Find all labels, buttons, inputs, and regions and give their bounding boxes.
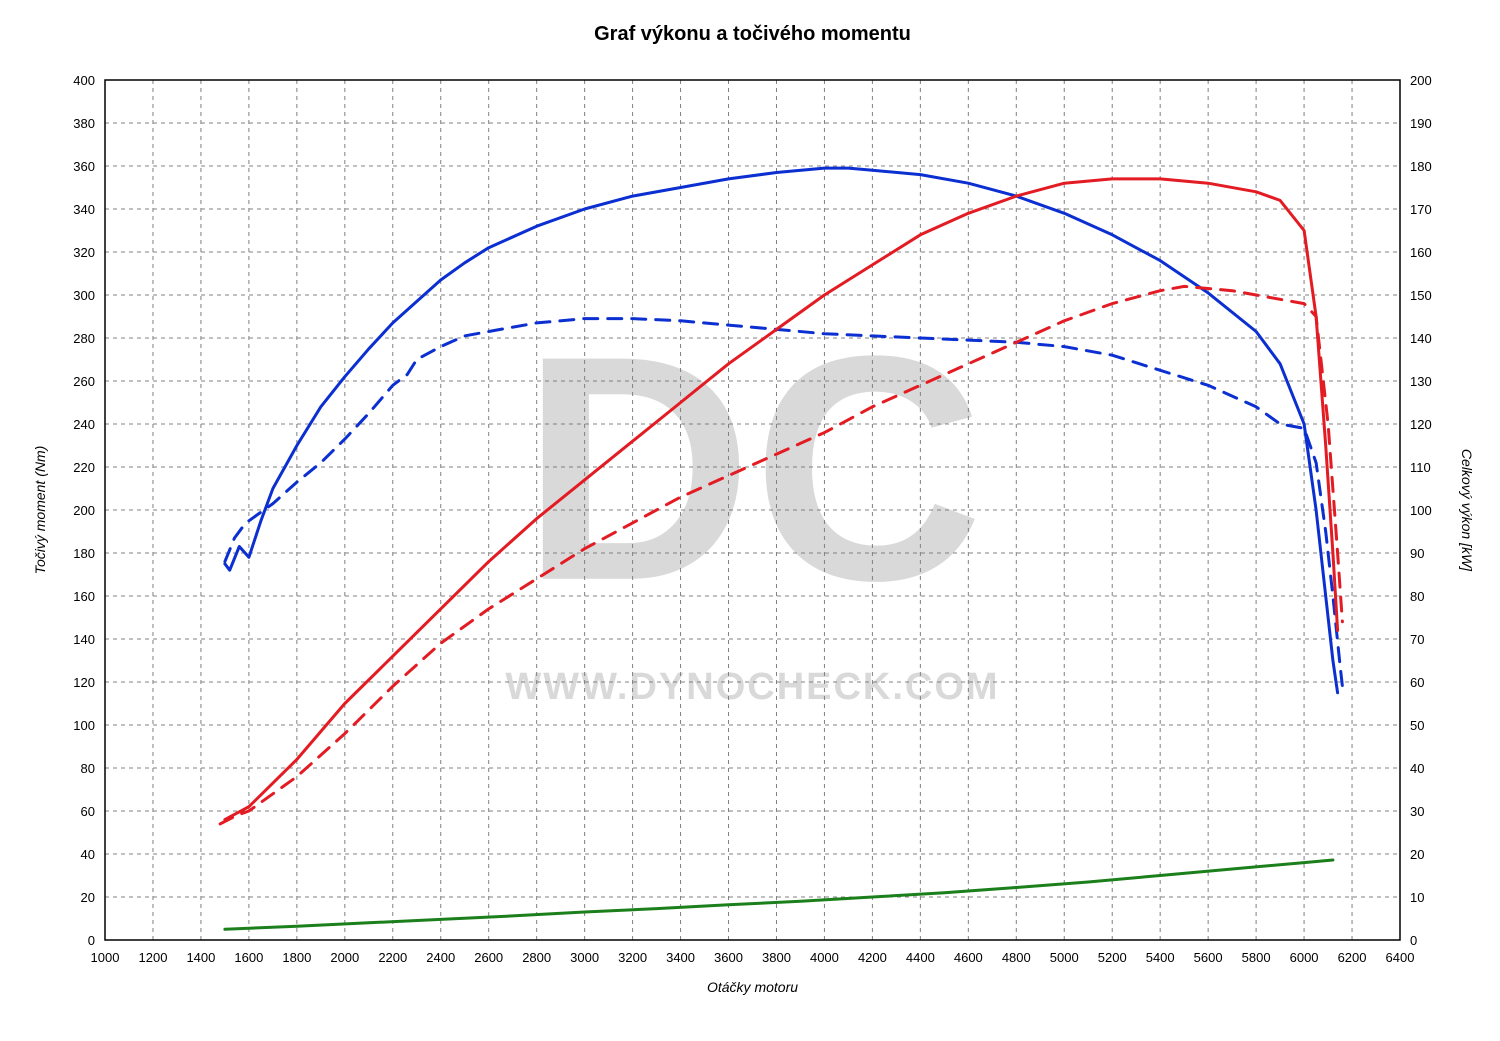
y-left-tick-label: 0 bbox=[88, 933, 95, 948]
y-right-tick-labels: 0 10 20 30 40 50 60 70 80 90 100 110 120 130 140 150 160… bbox=[1410, 73, 1432, 948]
y-left-tick-label: 360 bbox=[73, 159, 95, 174]
x-tick-label: 2400 bbox=[426, 950, 455, 965]
x-tick-label: 6400 bbox=[1386, 950, 1415, 965]
x-tick-label: 6000 bbox=[1290, 950, 1319, 965]
y-right-tick-label: 90 bbox=[1410, 546, 1424, 561]
y-right-tick-label: 140 bbox=[1410, 331, 1432, 346]
x-tick-label: 1400 bbox=[186, 950, 215, 965]
y-left-tick-label: 200 bbox=[73, 503, 95, 518]
y-right-axis-label: Celkový výkon [kW] bbox=[1459, 449, 1475, 572]
x-tick-label: 1800 bbox=[282, 950, 311, 965]
y-right-tick-label: 150 bbox=[1410, 288, 1432, 303]
y-left-tick-label: 160 bbox=[73, 589, 95, 604]
y-right-tick-label: 160 bbox=[1410, 245, 1432, 260]
x-tick-label: 5000 bbox=[1050, 950, 1079, 965]
x-tick-label: 2600 bbox=[474, 950, 503, 965]
y-right-tick-label: 110 bbox=[1410, 460, 1431, 475]
watermark: DC WWW.DYNOCHECK.COM bbox=[505, 289, 999, 708]
y-left-tick-label: 380 bbox=[73, 116, 95, 131]
x-tick-label: 4600 bbox=[954, 950, 983, 965]
y-left-tick-label: 60 bbox=[81, 804, 95, 819]
y-right-tick-label: 60 bbox=[1410, 675, 1424, 690]
y-right-tick-label: 170 bbox=[1410, 202, 1432, 217]
x-tick-label: 4800 bbox=[1002, 950, 1031, 965]
x-tick-label: 1200 bbox=[139, 950, 168, 965]
y-right-tick-label: 20 bbox=[1410, 847, 1424, 862]
y-right-tick-label: 40 bbox=[1410, 761, 1424, 776]
y-right-tick-label: 50 bbox=[1410, 718, 1424, 733]
y-right-tick-label: 130 bbox=[1410, 374, 1432, 389]
y-left-tick-label: 80 bbox=[81, 761, 95, 776]
x-tick-label: 4400 bbox=[906, 950, 935, 965]
watermark-main: DC bbox=[521, 289, 983, 647]
y-left-tick-label: 320 bbox=[73, 245, 95, 260]
y-left-tick-label: 340 bbox=[73, 202, 95, 217]
y-left-tick-labels: 0 20 40 60 80 100 120 140 160 180 200 220 240 260 280 3… bbox=[73, 73, 95, 948]
y-left-tick-label: 400 bbox=[73, 73, 95, 88]
y-left-tick-label: 40 bbox=[81, 847, 95, 862]
y-left-tick-label: 120 bbox=[73, 675, 95, 690]
y-left-tick-label: 180 bbox=[73, 546, 95, 561]
y-right-tick-label: 80 bbox=[1410, 589, 1424, 604]
x-tick-label: 5200 bbox=[1098, 950, 1127, 965]
x-axis-label: Otáčky motoru bbox=[707, 979, 798, 995]
y-left-tick-label: 240 bbox=[73, 417, 95, 432]
x-tick-label: 4200 bbox=[858, 950, 887, 965]
x-tick-label: 4000 bbox=[810, 950, 839, 965]
y-left-tick-label: 280 bbox=[73, 331, 95, 346]
y-right-tick-label: 180 bbox=[1410, 159, 1432, 174]
y-left-tick-label: 220 bbox=[73, 460, 95, 475]
y-right-tick-label: 190 bbox=[1410, 116, 1432, 131]
x-tick-label: 5400 bbox=[1146, 950, 1175, 965]
y-right-tick-label: 30 bbox=[1410, 804, 1424, 819]
y-left-tick-label: 140 bbox=[73, 632, 95, 647]
watermark-url: WWW.DYNOCHECK.COM bbox=[505, 666, 999, 708]
y-right-tick-label: 0 bbox=[1410, 933, 1417, 948]
x-tick-label: 3200 bbox=[618, 950, 647, 965]
x-tick-label: 3400 bbox=[666, 950, 695, 965]
y-left-tick-label: 300 bbox=[73, 288, 95, 303]
y-right-tick-label: 70 bbox=[1410, 632, 1424, 647]
y-right-tick-label: 10 bbox=[1410, 890, 1424, 905]
x-tick-label: 2000 bbox=[330, 950, 359, 965]
x-tick-label: 3000 bbox=[570, 950, 599, 965]
x-tick-label: 1000 bbox=[91, 950, 120, 965]
x-tick-label: 1600 bbox=[234, 950, 263, 965]
x-tick-labels: 1000 1200 1400 1600 1800 2000 2200 2400 2600 2800… bbox=[91, 950, 1415, 965]
y-left-tick-label: 20 bbox=[81, 890, 95, 905]
dyno-chart: Graf výkonu a točivého momentu DC WWW.DY… bbox=[0, 0, 1500, 1041]
x-tick-label: 5600 bbox=[1194, 950, 1223, 965]
x-tick-label: 6200 bbox=[1338, 950, 1367, 965]
x-tick-label: 3600 bbox=[714, 950, 743, 965]
y-right-tick-label: 200 bbox=[1410, 73, 1432, 88]
x-tick-label: 3800 bbox=[762, 950, 791, 965]
chart-title: Graf výkonu a točivého momentu bbox=[594, 23, 911, 45]
series-loss-power bbox=[225, 860, 1333, 929]
y-left-axis-label: Točivý moment (Nm) bbox=[32, 446, 48, 575]
x-tick-label: 5800 bbox=[1242, 950, 1271, 965]
y-left-tick-label: 260 bbox=[73, 374, 95, 389]
y-left-tick-label: 100 bbox=[73, 718, 95, 733]
y-right-tick-label: 100 bbox=[1410, 503, 1432, 518]
y-right-tick-label: 120 bbox=[1410, 417, 1432, 432]
x-tick-label: 2800 bbox=[522, 950, 551, 965]
x-tick-label: 2200 bbox=[378, 950, 407, 965]
